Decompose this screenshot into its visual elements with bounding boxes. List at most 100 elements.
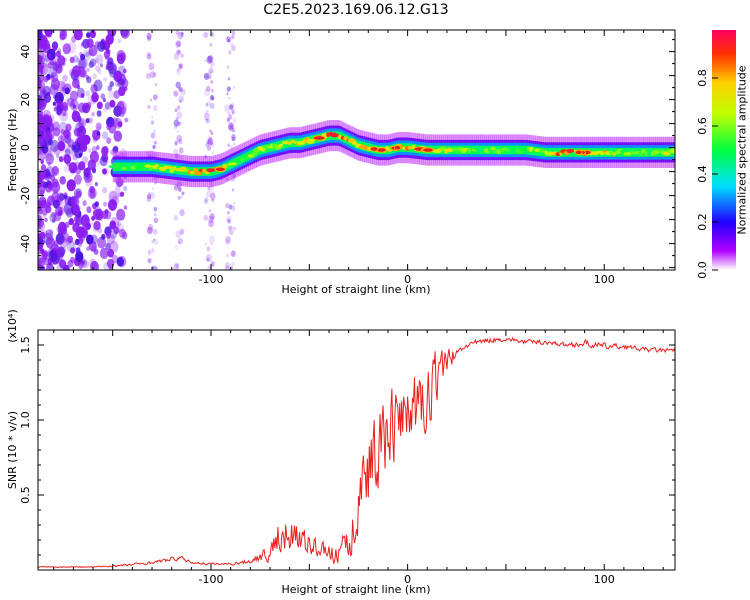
noise-speck <box>106 35 112 44</box>
noise-speck <box>45 148 54 160</box>
noise-speck <box>227 218 231 224</box>
noise-speck <box>205 103 209 107</box>
ridge-core-blob <box>242 155 248 160</box>
ridge-core-blob <box>251 151 258 156</box>
ridge-core-blob <box>566 148 573 154</box>
noise-speck <box>42 52 46 57</box>
noise-speck <box>76 84 81 90</box>
noise-speck <box>154 83 157 87</box>
noise-speck <box>54 97 60 105</box>
noise-speck <box>97 227 103 234</box>
noise-speck <box>103 146 108 151</box>
noise-speck <box>94 208 104 221</box>
noise-speck <box>148 249 151 253</box>
noise-speck <box>48 139 54 146</box>
y-tick-label: 40 <box>19 45 32 59</box>
noise-speck <box>231 134 237 141</box>
ridge-band-green <box>116 162 120 172</box>
ridge-core-blob <box>626 151 632 156</box>
noise-speck <box>207 119 212 124</box>
noise-speck <box>71 141 81 153</box>
noise-speck <box>75 121 84 134</box>
noise-speck <box>70 195 80 208</box>
ridge-peak <box>369 146 379 152</box>
noise-speck <box>146 51 151 57</box>
noise-speck <box>59 201 67 212</box>
y-tick-label: 0.5 <box>19 486 32 504</box>
noise-speck <box>50 174 56 182</box>
noise-speck <box>78 57 88 70</box>
ridge-core-blob <box>343 136 349 141</box>
noise-speck <box>86 67 90 73</box>
noise-speck <box>225 253 230 258</box>
noise-speck <box>116 256 125 267</box>
noise-speck <box>228 204 233 210</box>
noise-speck <box>103 167 110 176</box>
noise-speck <box>111 254 119 264</box>
noise-speck <box>211 89 214 93</box>
noise-speck <box>48 66 57 79</box>
noise-speck <box>44 115 53 127</box>
noise-speck <box>38 177 43 188</box>
noise-speck <box>211 96 215 101</box>
noise-speck <box>229 104 234 110</box>
y-tick-label: 0 <box>19 144 32 151</box>
ridge-core-blob <box>278 143 284 148</box>
noise-speck <box>233 142 236 146</box>
noise-speck <box>180 121 183 124</box>
noise-speck <box>60 131 70 144</box>
noise-speck <box>208 215 215 223</box>
noise-speck <box>86 234 94 245</box>
noise-speck <box>150 193 153 196</box>
noise-speck <box>70 247 76 254</box>
y-tick-label: 20 <box>19 93 32 107</box>
noise-speck <box>224 104 230 113</box>
noise-speck <box>231 35 235 40</box>
noise-speck <box>92 73 97 80</box>
noise-speck <box>53 107 57 112</box>
noise-speck <box>79 69 87 78</box>
noise-speck <box>178 95 185 103</box>
ridge-band-green <box>647 148 651 157</box>
noise-speck <box>203 72 210 80</box>
noise-speck <box>202 31 208 39</box>
snr-x-label: Height of straight line (km) <box>281 583 430 596</box>
noise-speck <box>76 131 81 137</box>
snr-scale-label: (x10⁴) <box>6 309 19 343</box>
ridge-band-green <box>625 148 629 157</box>
y-tick-label: -40 <box>19 235 32 253</box>
noise-speck <box>103 107 107 113</box>
noise-speck <box>205 118 209 123</box>
snr-y-label: SNR (10 * v/v) <box>6 411 19 489</box>
noise-speck <box>78 102 86 113</box>
noise-speck <box>78 262 84 270</box>
ridge-core-blob <box>210 168 216 172</box>
noise-speck <box>225 202 230 209</box>
noise-speck <box>174 141 178 146</box>
noise-speck <box>106 124 111 130</box>
noise-speck <box>99 155 108 167</box>
noise-speck <box>175 40 182 48</box>
noise-speck <box>39 88 47 97</box>
noise-speck <box>39 231 46 240</box>
ridge-core-blob <box>115 163 122 167</box>
y-tick-label: 1.5 <box>19 336 32 354</box>
ridge-band-green <box>281 140 285 149</box>
noise-speck <box>61 247 67 254</box>
noise-speck <box>39 68 43 73</box>
noise-speck <box>207 265 213 270</box>
noise-speck <box>45 236 56 249</box>
x-tick-label: -100 <box>199 273 224 286</box>
noise-speck <box>225 262 230 269</box>
noise-speck <box>61 81 67 89</box>
spectrogram-frame <box>37 29 676 271</box>
noise-speck <box>38 42 45 52</box>
noise-speck <box>112 64 117 71</box>
frequency-ridge-layer <box>108 120 675 188</box>
noise-speck <box>85 173 90 180</box>
noise-speck <box>59 193 65 201</box>
noise-speck <box>102 131 108 140</box>
ridge-core-blob <box>230 162 238 166</box>
colorbar-tick-label: 0.2 <box>696 213 709 231</box>
